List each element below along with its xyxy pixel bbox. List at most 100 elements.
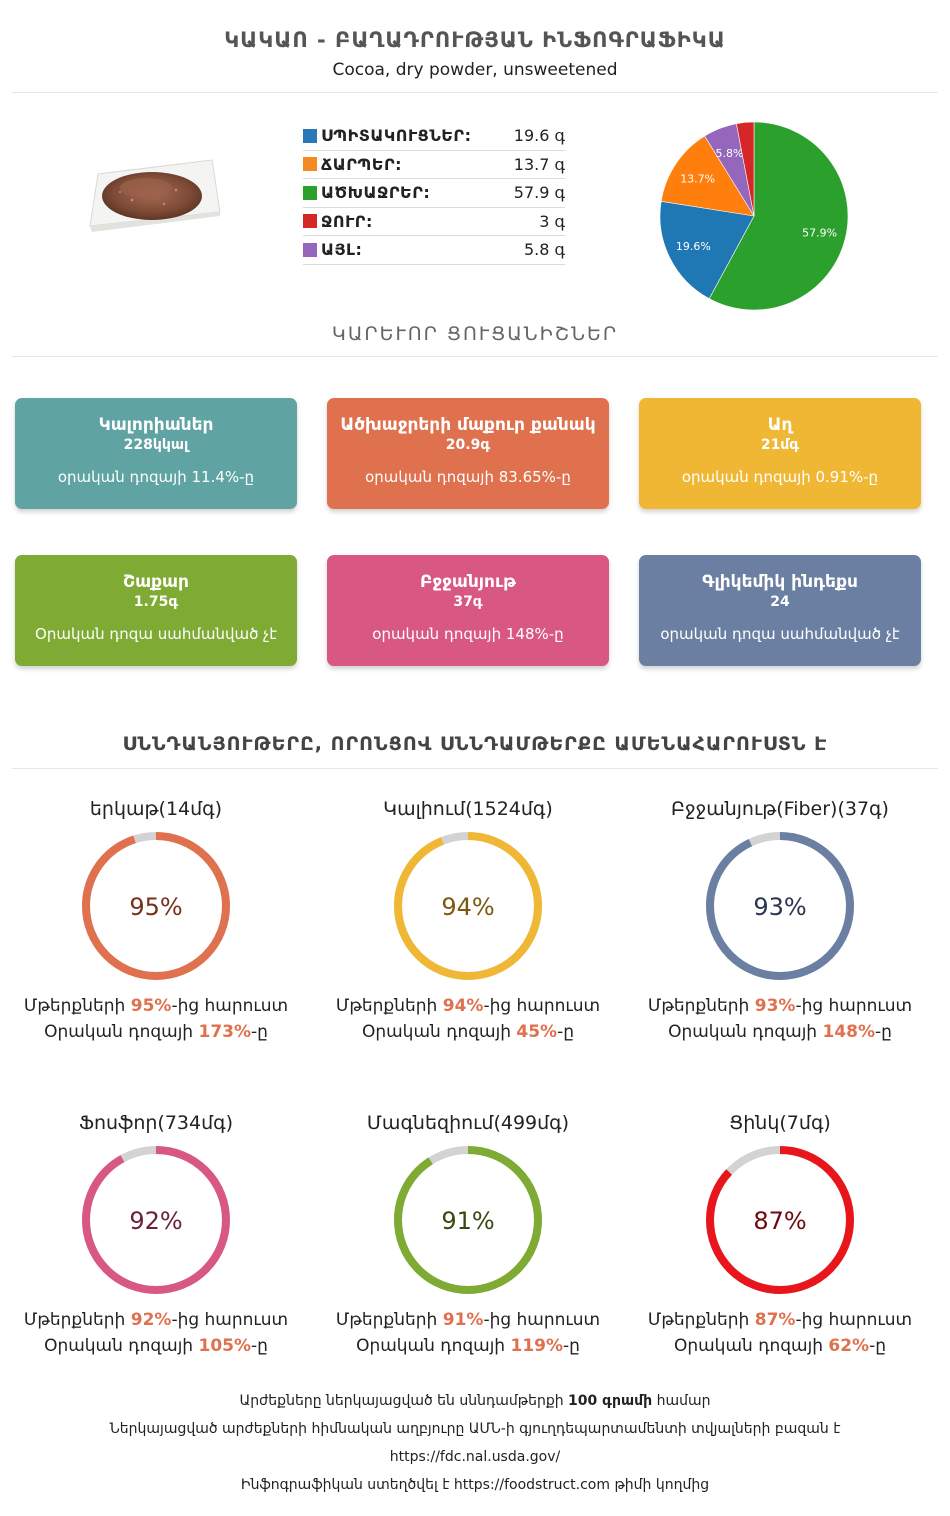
card-value: 20.9գ — [445, 437, 491, 453]
richer-than-line: Մթերքների 94%-ից հարուստ — [312, 996, 624, 1016]
macro-name: ՃԱՐՊԵՐ: — [321, 154, 403, 174]
macro-row-water: ՋՈՒՐ: 3 գ — [303, 208, 565, 236]
macro-value: 19.6 գ — [513, 126, 565, 146]
line-highlight: 95% — [130, 996, 172, 1016]
carbs-swatch — [303, 185, 317, 200]
page-title: ԿԱԿԱՈ - ԲԱՂԱԴՐՈՒԹՅԱՆ ԻՆՖՈԳՐԱՖԻԿԱ — [224, 28, 726, 52]
water-swatch — [303, 214, 317, 229]
ring-percent: 87% — [753, 1207, 806, 1235]
richer-than-line: Մթերքների 93%-ից հարուստ — [624, 996, 936, 1016]
line-text: -ը — [557, 1022, 575, 1042]
footer-note: Արժեքները ներկայացված են սննդամթերքի 100… — [0, 1393, 950, 1409]
richer-than-line: Մթերքների 92%-ից հարուստ — [0, 1310, 312, 1330]
macronutrient-pie-chart: 57.9% 19.6% 13.7%5.8% — [659, 121, 849, 311]
footer-text: Ինֆոգրաֆիկան ստեղծվել է — [240, 1477, 454, 1493]
cocoa-powder-image — [89, 159, 221, 232]
indicator-card-glycemic-index: Գլիկեմիկ ինդեքս 24 օրական դոզա սահմանված… — [639, 555, 921, 666]
ring-percent: 95% — [129, 893, 182, 921]
nutrient-item: Բջջանյութ(Fiber)(37գ) 93% Մթերքների 93%-ից… — [624, 798, 936, 1042]
nutrient-name: Ցինկ(7մգ) — [729, 1112, 831, 1134]
card-title: Շաքար — [123, 572, 189, 592]
indicator-card-fiber: Բջջանյութ 37գ օրական դոզայի 148%-ը — [327, 555, 609, 666]
line-text: -ը — [869, 1336, 887, 1356]
nutrient-name: Մագնեզիում(499մգ) — [366, 1112, 570, 1134]
card-value: 1.75գ — [133, 594, 179, 610]
footer-source-link[interactable]: https://fdc.nal.usda.gov/ — [389, 1449, 561, 1465]
line-text: -ից հարուստ — [171, 996, 289, 1016]
indicator-card-calories: Կալորիաներ 228կկալ օրական դոզայի 11.4%-ը — [15, 398, 297, 509]
daily-value-line: Օրական դոզայի 148%-ը — [624, 1022, 936, 1042]
line-highlight: 45% — [516, 1022, 558, 1042]
line-highlight: 93% — [754, 996, 796, 1016]
macro-name: ՍՊԻՏԱԿՈՒՑՆԵՐ: — [321, 126, 472, 146]
ring-percent: 91% — [441, 1207, 494, 1235]
footer-credit-link[interactable]: https://foodstruct.com — [453, 1477, 610, 1493]
line-highlight: 94% — [442, 996, 484, 1016]
line-highlight: 148% — [822, 1022, 876, 1042]
line-text: Մթերքների — [23, 996, 131, 1016]
line-highlight: 62% — [828, 1336, 870, 1356]
ring-percent: 92% — [129, 1207, 182, 1235]
richer-than-line: Մթերքների 87%-ից հարուստ — [624, 1310, 936, 1330]
richer-than-line: Մթերքների 95%-ից հարուստ — [0, 996, 312, 1016]
line-text: Օրական դոզայի — [361, 1022, 517, 1042]
protein-swatch — [303, 128, 317, 143]
macro-name: ԱԾԽԱՋՐԵՐ: — [321, 183, 431, 203]
line-text: Օրական դոզայի — [673, 1336, 829, 1356]
card-note: օրական դոզայի 0.91%-ը — [681, 468, 879, 486]
daily-value-line: Օրական դոզայի 173%-ը — [0, 1022, 312, 1042]
nutrient-item: Կալիում(1524մգ) 94% Մթերքների 94%-ից հարու… — [312, 798, 624, 1042]
card-value: 21մգ — [760, 437, 800, 453]
line-highlight: 173% — [198, 1022, 252, 1042]
nutrient-name: Ֆոսֆոր(734մգ) — [78, 1112, 234, 1134]
nutrient-progress-ring: 95% — [82, 832, 230, 980]
rich-nutrients-heading: ՍՆՆԴԱՆՅՈՒԹԵՐԸ, ՈՐՈՆՑՈՎ ՍՆՆԴԱՄԹԵՐՔԸ ԱՄԵՆԱ… — [122, 733, 828, 755]
line-text: Օրական դոզայի — [668, 1022, 823, 1042]
line-text: -ից հարուստ — [171, 1310, 289, 1330]
pie-slice — [659, 200, 755, 300]
card-note: օրական դոզայի 83.65%-ը — [365, 468, 571, 486]
line-text: Օրական դոզայի — [44, 1336, 199, 1356]
line-highlight: 91% — [442, 1310, 484, 1330]
nutrient-item: Մագնեզիում(499մգ) 91% Մթերքների 91%-ից հար… — [312, 1112, 624, 1356]
nutrient-item: Ֆոսֆոր(734մգ) 92% Մթերքների 92%-ից հարուստ… — [0, 1112, 312, 1356]
macro-row-fat: ՃԱՐՊԵՐ: 13.7 գ — [303, 151, 565, 179]
card-note: օրական դոզայի 148%-ը — [372, 625, 564, 643]
card-value: 24 — [770, 594, 790, 610]
nutrient-name: երկաթ(14մգ) — [89, 798, 223, 820]
line-highlight: 105% — [198, 1336, 252, 1356]
line-text: -ից հարուստ — [483, 1310, 601, 1330]
line-text: -ից հարուստ — [795, 996, 913, 1016]
nutrient-progress-ring: 93% — [706, 832, 854, 980]
macro-name: ԱՅԼ: — [321, 240, 363, 260]
card-value: 228կկալ — [123, 437, 189, 453]
macro-value: 3 գ — [539, 211, 565, 231]
card-value: 37գ — [453, 594, 483, 610]
card-title: Գլիկեմիկ ինդեքս — [702, 572, 858, 592]
nutrient-item: երկաթ(14մգ) 95% Մթերքների 95%-ից հարուստ Օր… — [0, 798, 312, 1042]
nutrient-progress-ring: 94% — [394, 832, 542, 980]
ring-fill — [706, 1146, 854, 1294]
indicator-card-net-carbs: Ածխաջրերի մաքուր քանակ 20.9գ օրական դոզա… — [327, 398, 609, 509]
pie-slice-label: 57.9% — [802, 227, 837, 240]
ring-fill — [394, 832, 542, 980]
line-text: Մթերքների — [647, 996, 755, 1016]
daily-value-line: Օրական դոզայի 62%-ը — [624, 1336, 936, 1356]
card-title: Կալորիաներ — [98, 415, 214, 435]
card-note: Օրական դոզա սահմանված չէ — [35, 625, 277, 643]
macro-value: 57.9 գ — [513, 183, 565, 203]
daily-value-line: Օրական դոզայի 105%-ը — [0, 1336, 312, 1356]
line-text: -ը — [251, 1336, 268, 1356]
macro-row-other: ԱՅԼ: 5.8 գ — [303, 236, 565, 265]
footer-credit: Ինֆոգրաֆիկան ստեղծվել է https://foodstru… — [0, 1477, 950, 1493]
line-text: Մթերքների — [335, 1310, 443, 1330]
line-text: -ը — [875, 1022, 892, 1042]
footer-source: Ներկայացված արժեքների հիմնական աղբյուրը … — [109, 1421, 841, 1437]
line-highlight: 87% — [754, 1310, 796, 1330]
daily-value-line: Օրական դոզայի 45%-ը — [312, 1022, 624, 1042]
pie-slice — [736, 121, 755, 217]
macro-row-protein: ՍՊԻՏԱԿՈՒՑՆԵՐ: 19.6 գ — [303, 122, 565, 151]
line-text: Մթերքների — [23, 1310, 131, 1330]
macro-name: ՋՈՒՐ: — [321, 211, 373, 231]
ring-fill — [82, 1146, 230, 1294]
